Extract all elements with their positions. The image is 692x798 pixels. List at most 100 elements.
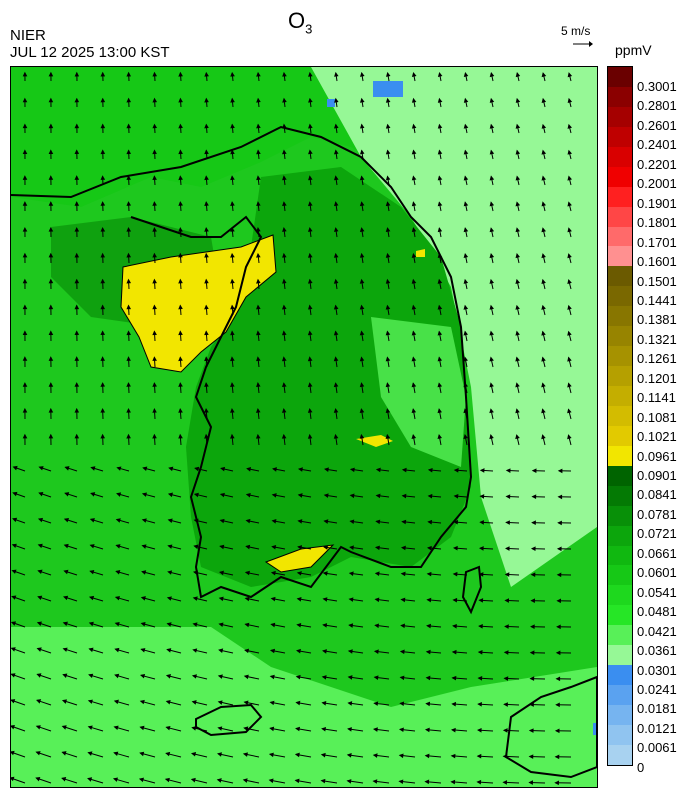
wind-arrowhead: [230, 149, 235, 155]
wind-arrowhead: [359, 433, 365, 439]
wind-arrowhead: [307, 278, 313, 284]
wind-arrowhead: [541, 175, 546, 181]
colorbar-segment: [608, 525, 632, 546]
wind-arrowhead: [541, 123, 547, 129]
wind-arrowhead: [63, 595, 69, 601]
high-ozone-east: [416, 249, 425, 257]
wind-arrowhead: [269, 674, 275, 680]
wind-arrowhead: [230, 408, 235, 413]
wind-arrowhead: [63, 517, 70, 523]
wind-arrowhead: [35, 725, 41, 730]
wind-arrowhead: [230, 304, 235, 310]
wind-arrowhead: [373, 649, 379, 654]
wind-arrowhead: [282, 175, 287, 181]
wind-arrowhead: [114, 673, 120, 679]
wind-arrowhead: [48, 123, 54, 129]
agency-label: NIER: [10, 27, 46, 44]
wind-arrowhead: [541, 356, 546, 362]
wind-arrowhead: [295, 726, 301, 732]
coastline-jeju: [195, 703, 263, 737]
wind-arrowhead: [437, 175, 443, 181]
colorbar-segment: [608, 744, 632, 765]
colorbar-tick-label: 0.0361: [637, 643, 677, 659]
wind-arrowhead: [567, 279, 572, 284]
wind-arrowhead: [477, 676, 483, 681]
wind-arrowhead: [126, 175, 132, 180]
wind-arrowhead: [567, 330, 572, 336]
wind-arrowhead: [333, 407, 339, 413]
colorbar-tick-label: 0.0541: [637, 584, 677, 600]
wind-arrowhead: [541, 201, 547, 207]
wind-arrowhead: [323, 545, 329, 550]
wind-arrowhead: [74, 278, 80, 284]
wind-arrowhead: [126, 304, 132, 310]
wind-arrowhead: [554, 780, 560, 786]
wind-arrowhead: [515, 382, 520, 388]
wind-arrowhead: [100, 201, 106, 206]
wind-arrowhead: [531, 468, 537, 474]
wind-arrowhead: [12, 465, 18, 471]
coastline-tsushima: [461, 565, 483, 615]
wind-arrowhead: [48, 149, 54, 154]
wind-arrowhead: [463, 433, 468, 440]
wind-arrowhead: [555, 650, 561, 656]
wind-arrowhead: [74, 71, 80, 77]
wind-arrowhead: [204, 201, 209, 206]
wind-arrowhead: [489, 382, 494, 388]
colorbar-tick-label: 0.2801: [637, 98, 677, 114]
wind-arrowhead: [541, 227, 547, 233]
wind-arrowhead: [126, 226, 132, 232]
wind-arrowhead: [359, 278, 365, 284]
wind-arrowhead: [61, 725, 67, 730]
wind-arrowhead: [165, 674, 171, 679]
wind-arrowhead: [256, 356, 261, 362]
wind-arrowhead: [503, 702, 508, 707]
wind-arrowhead: [359, 97, 365, 103]
wind-arrowhead: [204, 97, 209, 103]
wind-arrowhead: [191, 700, 197, 705]
wind-arrowhead: [190, 752, 197, 757]
wind-arrowhead: [243, 726, 249, 731]
wind-arrowhead: [400, 623, 405, 629]
wind-arrowhead: [502, 754, 508, 759]
wind-arrowhead: [437, 201, 443, 207]
wind-arrowhead: [398, 779, 404, 784]
wind-arrowhead: [463, 304, 469, 310]
wind-arrowhead: [22, 252, 28, 258]
wind-arrowhead: [489, 330, 495, 336]
colorbar-tick-label: 0: [637, 759, 645, 775]
wind-arrowhead: [87, 777, 93, 782]
wind-arrowhead: [126, 71, 132, 77]
wind-arrowhead: [437, 330, 443, 336]
wind-arrowhead: [190, 777, 196, 783]
wind-arrowhead: [503, 650, 509, 655]
colorbar-segment: [608, 266, 632, 287]
wind-arrowhead: [411, 382, 417, 388]
wind-arrowhead: [100, 433, 106, 439]
wind-arrowhead: [437, 253, 443, 258]
wind-arrowhead: [557, 494, 563, 500]
wind-arrowhead: [243, 700, 249, 705]
colorbar-segment: [608, 505, 632, 526]
wind-arrowhead: [541, 278, 546, 284]
wind-arrowhead: [22, 356, 28, 361]
wind-arrowhead: [567, 123, 573, 129]
wind-arrowhead: [220, 466, 226, 472]
wind-arrowhead: [152, 175, 157, 181]
wind-arrowhead: [451, 649, 457, 655]
wind-arrowhead: [230, 175, 235, 181]
wind-arrowhead: [296, 622, 302, 628]
wind-arrowhead: [401, 467, 407, 473]
wind-arrowhead: [126, 123, 132, 129]
wind-arrowhead: [515, 252, 520, 259]
wind-arrowhead: [463, 408, 469, 414]
wind-arrowhead: [307, 226, 313, 232]
wind-arrowhead: [372, 753, 378, 758]
colorbar-tick-label: 0.2001: [637, 176, 677, 192]
wind-arrowhead: [556, 546, 562, 552]
wind-arrowhead: [334, 71, 339, 77]
wind-arrowhead: [437, 408, 442, 414]
wind-arrowhead: [321, 675, 327, 680]
wind-arrowhead: [48, 382, 54, 387]
wind-arrowhead: [411, 72, 417, 77]
